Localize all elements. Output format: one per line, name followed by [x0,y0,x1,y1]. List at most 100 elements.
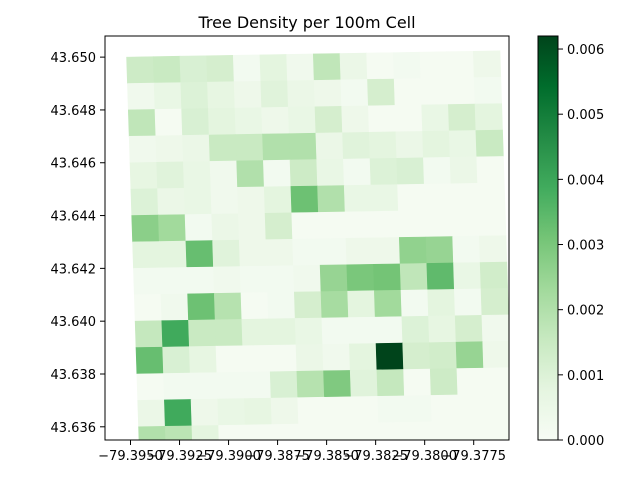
heatmap-cell [158,240,188,269]
colorbar-gradient [537,35,559,441]
heatmap-cell [154,108,183,137]
heatmap-cell [403,368,432,397]
heatmap-cell [419,51,448,79]
heatmap-cell [263,159,292,188]
y-tick-label: 43.640 [51,315,97,330]
heatmap-cell [374,289,403,318]
colorbar-tick-label: 0.005 [567,108,604,123]
heatmap-cell [473,50,502,78]
heatmap-cell [187,293,216,321]
x-tick-label: −79.3775 [441,449,506,464]
heatmap-cell [420,77,449,106]
heatmap-cell [343,184,373,213]
heatmap-cell [339,52,368,81]
heatmap-cell [260,80,289,108]
colorbar-tick-label: 0.000 [567,434,604,449]
heatmap-cell [191,425,220,440]
heatmap-cell [238,213,267,241]
heatmap-cell [207,107,237,136]
heatmap-cell [137,399,166,428]
colorbar-tick-label: 0.001 [567,369,604,384]
heatmap-cell [157,187,186,216]
heatmap-cell [293,264,322,293]
y-tick-label: 43.646 [51,157,97,172]
heatmap-cell [395,131,424,159]
heatmap-cell [267,291,296,320]
heatmap-cell [270,397,299,425]
heatmap-cell [430,394,459,423]
heatmap-cell [423,183,453,211]
heatmap-cell [349,369,379,398]
chart-title: Tree Density per 100m Cell [197,13,415,32]
heatmap-cell [378,421,407,440]
heatmap-cell [130,188,159,216]
colorbar-tick-label: 0.006 [567,43,604,58]
plot-frame [104,35,510,441]
heatmap-cell [478,208,507,237]
heatmap-cell [190,398,219,427]
heatmap-cell [429,368,459,396]
heatmap-cell [263,186,293,214]
heatmap-cell [344,211,373,239]
heatmap-cell [400,289,429,317]
heatmap-cell [126,56,155,84]
heatmap-cell [372,237,401,265]
heatmap-cell [376,369,405,397]
heatmap-cell [428,315,457,343]
heatmap-cells [126,50,509,440]
heatmap-cell [160,293,189,322]
heatmap-cell [429,341,458,370]
heatmap-cell [236,160,265,188]
heatmap-cell [234,107,263,135]
heatmap-cell [317,185,346,213]
heatmap-cell [127,82,156,111]
heatmap-cell [242,345,271,373]
heatmap-cell [404,421,433,440]
y-tick-label: 43.642 [51,262,97,277]
x-tick-label: −79.3950 [98,449,163,464]
heatmap-cell [451,209,480,237]
heatmap-cell [211,213,240,241]
heatmap-cell [206,55,235,83]
heatmap-cell [340,79,369,107]
x-tick-label: −79.3925 [147,449,212,464]
heatmap-cell [241,318,270,347]
heatmap-cell [216,371,245,400]
heatmap-cell [129,161,158,190]
heatmap-cell [368,131,398,160]
colorbar-tick-label: 0.002 [567,304,604,319]
heatmap-cell [368,105,397,133]
heatmap-cell [159,267,188,295]
heatmap-cell [402,342,431,370]
heatmap-cell [447,77,476,105]
heatmap-cell [399,263,428,291]
heatmap-cell [458,420,487,440]
heatmap-cell [450,182,479,211]
heatmap-cell [163,372,192,401]
heatmap-cell [422,130,451,159]
heatmap-cell [431,421,460,440]
heatmap-cell [286,53,315,82]
heatmap-cell [454,288,483,317]
heatmap-cell [394,104,423,133]
heatmap-cell [268,318,297,346]
x-tick-label: −79.3850 [294,449,359,464]
heatmap-cell [237,186,266,215]
heatmap-cell [287,80,316,108]
heatmap-cell [315,132,344,160]
heatmap-cell [346,264,375,292]
heatmap-cell [367,78,396,107]
heatmap-cell [269,370,299,399]
heatmap-cell [271,423,300,440]
heatmap-cell [188,319,217,347]
heatmap-cell [132,241,161,269]
heatmap-cell [183,161,212,189]
heatmap-cell [232,54,262,83]
heatmap-cell [425,236,454,264]
heatmap-cell [189,345,218,374]
heatmap-cell [269,344,298,373]
heatmap-cell [316,158,345,187]
heatmap-cell [318,211,347,240]
heatmap-cell [350,396,379,424]
